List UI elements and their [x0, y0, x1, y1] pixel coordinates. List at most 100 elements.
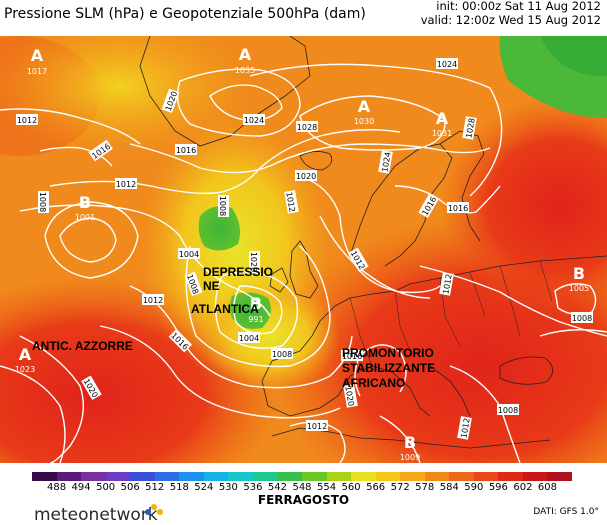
color-scale-tick-label: 560 — [341, 482, 361, 493]
color-scale-swatch — [326, 472, 352, 481]
center-letter: A — [436, 109, 449, 128]
cold-core-atlantic — [198, 206, 240, 251]
isobar-line — [99, 325, 341, 419]
color-scale-tick-label: 530 — [218, 482, 238, 493]
isobar-line — [539, 329, 607, 337]
color-scale-tick-label: 488 — [46, 482, 67, 493]
isobar-ring — [176, 68, 301, 137]
isobar-label: 1012 — [307, 422, 327, 431]
isobar-label: 1004 — [179, 250, 199, 259]
label-depressione-line2: NE — [203, 279, 220, 293]
label-promontorio-line3: AFRICANO — [342, 376, 405, 390]
color-scale-tick-label: 554 — [316, 482, 337, 493]
isobar-label: 1024 — [380, 151, 392, 173]
isobar-line — [129, 285, 353, 389]
isobar-ring — [209, 84, 283, 121]
color-scale-tick-label: 596 — [488, 482, 508, 493]
map-title: Pressione SLM (hPa) e Geopotenziale 500h… — [4, 6, 366, 22]
center-letter: A — [19, 345, 32, 364]
isobar-label: 1012 — [143, 296, 163, 305]
isobar-line — [354, 344, 407, 397]
center-value: 1030 — [354, 117, 374, 126]
isobar-line — [39, 146, 113, 167]
color-scale-swatch — [547, 472, 573, 481]
meteonetwork-logo: meteonetwork — [34, 505, 158, 525]
color-scale-swatch — [498, 472, 523, 481]
color-scale-swatch — [203, 472, 229, 481]
color-scale-swatch — [105, 472, 131, 481]
isobar-ring — [59, 217, 117, 263]
color-scale-swatch — [473, 472, 499, 481]
isobar-ring — [214, 271, 299, 349]
isobar-label: 1028 — [464, 117, 476, 139]
coast-britain — [289, 240, 319, 299]
label-promontorio-line1: PROMONTORIO — [342, 346, 434, 360]
coast-finland — [439, 130, 485, 242]
color-scale-swatch — [449, 472, 474, 481]
color-scale-swatch — [56, 472, 82, 481]
isobar-label: 1012 — [284, 191, 296, 213]
init-time: init: 00:00z Sat 11 Aug 2012 — [436, 0, 601, 13]
isobar-line — [379, 415, 421, 463]
isobar-label: 1016 — [342, 352, 362, 361]
label-promontorio-line2: STABILIZZANTE — [342, 361, 435, 375]
field-yellow-north — [0, 36, 250, 156]
center-value: 1031 — [432, 129, 452, 138]
isobar-label: 1012 — [441, 273, 453, 295]
color-scale-swatch — [400, 472, 425, 481]
color-scale-tick-label: 512 — [145, 482, 165, 493]
coast-iberia — [261, 320, 351, 417]
color-scale-swatch — [375, 472, 401, 481]
color-scale-tick-label: 548 — [292, 482, 312, 493]
color-scale-swatch — [302, 472, 327, 481]
isobar-line — [0, 108, 141, 145]
valid-time: valid: 12:00z Wed 15 Aug 2012 — [420, 13, 601, 27]
coast-balkans — [429, 365, 471, 417]
color-scale-swatch — [424, 472, 450, 481]
color-scale-tick-label: 536 — [243, 482, 263, 493]
center-value: 1005 — [569, 284, 589, 293]
isobar-label: 1008 — [38, 192, 47, 212]
color-scale-tick-label: 590 — [464, 482, 484, 493]
center-value: 991 — [248, 315, 263, 324]
isobar-line — [19, 204, 271, 317]
isobar-label: 1012 — [17, 116, 37, 125]
header: Pressione SLM (hPa) e Geopotenziale 500h… — [0, 0, 607, 36]
color-scale-tick-label: 500 — [96, 482, 116, 493]
color-scale-tick-label: 518 — [169, 482, 189, 493]
isobar-label: 1024 — [244, 116, 264, 125]
coast-italy — [349, 365, 431, 417]
coast-scandinavia — [349, 143, 453, 267]
center-value: 1023 — [15, 365, 35, 374]
isobar-ring — [233, 285, 283, 335]
isobar-label: 1020 — [296, 172, 316, 181]
isobar-label: 1008 — [272, 350, 292, 359]
isobar-label: 1020 — [249, 252, 258, 272]
color-scale-tick-label: 494 — [71, 482, 91, 493]
weather-map: 1012 1016 1020 1024 1028 1012 1016 1008 … — [0, 36, 607, 463]
isobar-label: 1012 — [459, 417, 471, 439]
isobar-ring — [299, 95, 446, 151]
coast-ireland — [269, 267, 289, 293]
isobar-line — [249, 63, 503, 197]
isobar-label: 1012 — [116, 180, 136, 189]
color-scale-swatch — [351, 472, 376, 481]
isobar-ring — [554, 283, 597, 315]
isobar-label: 1024 — [437, 60, 457, 69]
isobar-line — [19, 335, 85, 463]
center-letter: B — [250, 294, 262, 313]
isobar-label: 1028 — [297, 123, 317, 132]
label-depressione-line3: ATLANTICA — [191, 302, 259, 316]
coast-iceland — [299, 151, 333, 171]
center-value: 1035 — [235, 66, 255, 75]
isobar-label: 1008 — [498, 406, 518, 415]
color-scale-swatch — [130, 472, 155, 481]
map-subtitle: FERRAGOSTO — [257, 493, 350, 507]
coast-black-sea — [499, 356, 554, 385]
isobar-line — [319, 215, 431, 299]
color-scale-swatch — [154, 472, 180, 481]
color-scale-tick-label: 524 — [194, 482, 214, 493]
run-info: init: 00:00z Sat 11 Aug 2012 valid: 12:0… — [421, 0, 601, 27]
data-credit: DATI: GFS 1.0° — [533, 507, 599, 517]
isobar-label: 1008 — [218, 196, 227, 216]
